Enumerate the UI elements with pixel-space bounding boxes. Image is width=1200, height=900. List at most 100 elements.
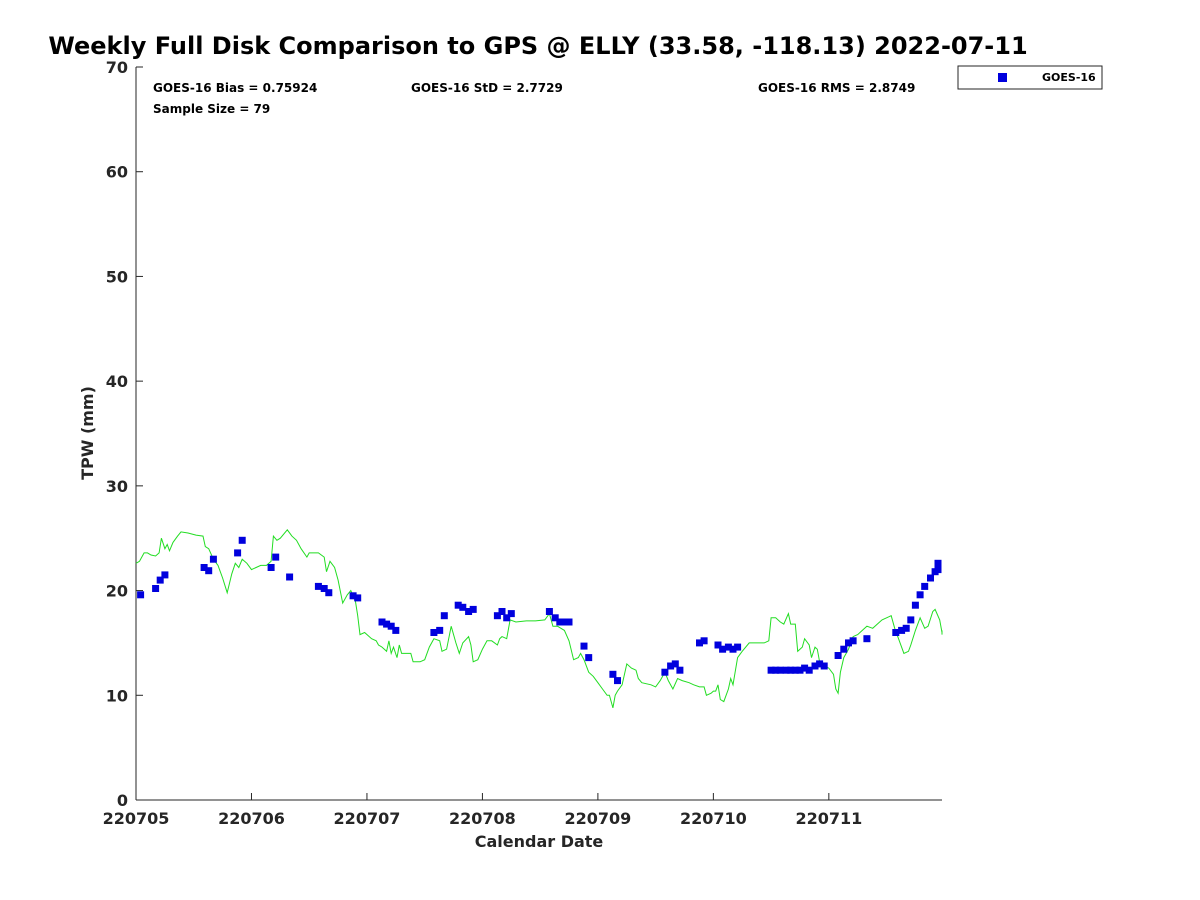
legend-marker-goes16 [998, 73, 1007, 82]
series-layer [135, 528, 943, 709]
legend-label-goes16: GOES-16 [1042, 71, 1096, 84]
goes16-data-point [911, 601, 919, 609]
goes16-data-point [805, 666, 813, 674]
goes16-data-point [440, 612, 448, 620]
goes16-data-point [845, 639, 852, 647]
goes16-data-point [152, 585, 160, 592]
goes16-data-point [565, 618, 573, 626]
goes16-data-point [801, 664, 809, 672]
y-tick-label: 40 [106, 372, 128, 391]
x-tick-label: 220708 [449, 809, 516, 828]
goes16-data-point [469, 605, 477, 613]
goes16-data-point [767, 666, 775, 674]
goes16-data-point [907, 616, 915, 624]
x-tick-label: 220706 [218, 809, 285, 828]
y-tick-label: 0 [117, 791, 128, 810]
goes16-data-point [671, 660, 679, 668]
goes16-data-point [560, 618, 568, 626]
goes16-data-point [161, 571, 169, 579]
y-tick-label: 70 [106, 58, 128, 77]
goes16-data-point [811, 662, 819, 670]
goes16-data-point [320, 585, 328, 592]
goes16-data-point [921, 582, 929, 590]
goes16-data-point [286, 573, 294, 581]
goes16-data-point [585, 654, 593, 662]
x-axis-label: Calendar Date [475, 832, 604, 851]
goes16-data-point [796, 666, 804, 674]
y-tick-label: 10 [106, 686, 128, 705]
legend: GOES-16 [957, 65, 1103, 90]
x-tick-label: 220707 [334, 809, 401, 828]
goes16-data-point [503, 614, 511, 622]
goes16-data-point [667, 662, 675, 670]
y-tick-label: 50 [106, 267, 128, 286]
goes16-data-point [787, 666, 795, 674]
goes16-data-point [498, 608, 506, 615]
plot-area [135, 67, 942, 801]
goes16-data-point [454, 601, 462, 609]
goes16-data-point [696, 639, 703, 647]
goes16-data-point [325, 589, 333, 597]
goes16-data-point [714, 641, 722, 649]
goes16-data-point [609, 670, 617, 678]
goes16-data-point [782, 666, 790, 674]
goes16-data-point [791, 666, 799, 674]
goes16-data-point [661, 668, 669, 676]
x-tick-label: 220710 [680, 809, 747, 828]
goes16-data-point [354, 594, 362, 602]
goes16-data-point [772, 666, 780, 674]
goes16-data-point [927, 574, 934, 582]
x-tick-label: 220711 [795, 809, 862, 828]
goes16-data-point [378, 618, 386, 626]
x-tick-label: 220709 [564, 809, 631, 828]
goes16-data-point [272, 553, 280, 561]
goes16-data-point [676, 666, 684, 674]
x-axis-ticks: 220705 220706 220707 220708 220709 220710 2207… [103, 793, 862, 828]
goes16-data-point [209, 555, 217, 563]
y-tick-label: 30 [106, 477, 128, 496]
goes16-data-point [934, 559, 942, 567]
goes16-data-point [137, 591, 145, 599]
goes16-data-point [507, 610, 515, 618]
y-tick-label: 20 [106, 582, 128, 601]
gps-series-line [135, 528, 943, 709]
goes16-data-point [556, 618, 564, 626]
goes16-data-point [816, 660, 824, 668]
goes16-data-point [934, 566, 942, 574]
goes16-data-point [840, 645, 848, 653]
stat-bias: GOES-16 Bias = 0.75924 [153, 81, 317, 95]
stat-std: GOES-16 StD = 2.7729 [411, 81, 563, 95]
goes16-data-point [267, 564, 275, 571]
goes16-data-point [902, 624, 910, 632]
goes16-data-point [205, 567, 213, 575]
goes16-data-point [719, 645, 727, 653]
stat-sample-size: Sample Size = 79 [153, 102, 270, 116]
goes16-data-point [724, 643, 732, 651]
goes16-data-point [849, 637, 857, 645]
chart-title: Weekly Full Disk Comparison to GPS @ ELL… [48, 32, 1027, 60]
goes16-data-point [863, 635, 871, 643]
goes16-data-point [156, 576, 164, 584]
goes16-data-point [820, 662, 828, 670]
goes16-data-point [238, 536, 246, 544]
goes16-data-point [776, 666, 784, 674]
goes16-data-point [734, 643, 742, 651]
goes16-data-point [700, 637, 708, 645]
goes16-data-point [551, 614, 559, 622]
goes16-data-point [314, 582, 322, 590]
plot-background [136, 67, 942, 800]
goes16-data-point [614, 677, 621, 685]
stats-box: GOES-16 Bias = 0.75924 GOES-16 StD = 2.7… [153, 81, 915, 116]
stat-rms: GOES-16 RMS = 2.8749 [758, 81, 915, 95]
goes16-data-point [898, 626, 906, 634]
goes16-data-point [430, 629, 438, 636]
goes16-data-point [892, 629, 900, 636]
goes16-data-point [392, 626, 400, 634]
y-tick-label: 60 [106, 163, 128, 182]
x-tick-label: 220705 [103, 809, 170, 828]
goes16-data-point [493, 612, 501, 620]
goes16-data-point [387, 622, 395, 630]
goes16-data-point [436, 626, 444, 634]
y-axis-ticks: 0 10 20 30 40 50 60 70 [106, 58, 143, 810]
